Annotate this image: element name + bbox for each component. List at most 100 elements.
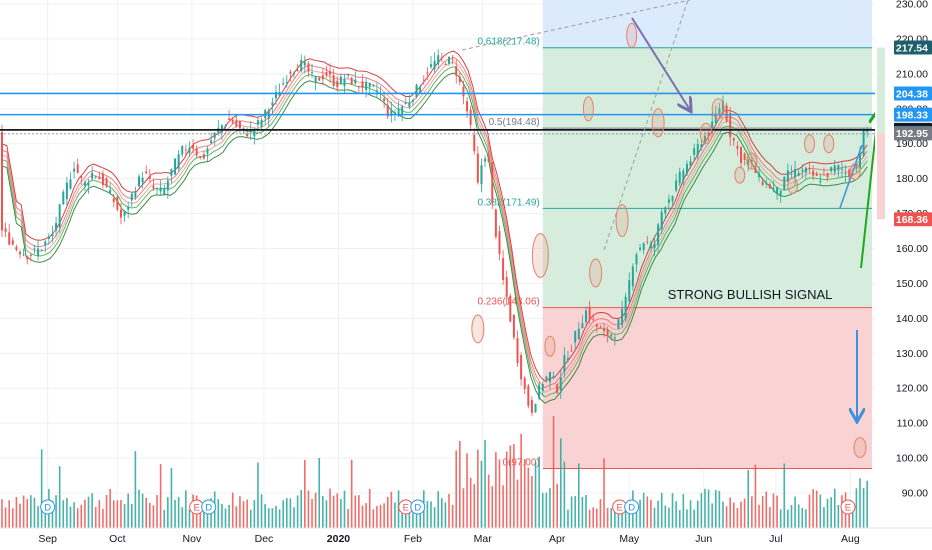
volume-bar bbox=[523, 459, 526, 528]
candle-body bbox=[804, 167, 807, 173]
candle-body bbox=[455, 66, 458, 76]
volume-bar bbox=[372, 509, 375, 528]
fib-level-label: 0.618(217.48) bbox=[477, 37, 539, 48]
dividend-marker bbox=[201, 499, 217, 515]
volume-bar bbox=[51, 500, 54, 528]
candle-body bbox=[357, 86, 360, 88]
candle-body bbox=[783, 176, 786, 191]
candle-body bbox=[682, 170, 685, 181]
candle-body bbox=[487, 157, 490, 163]
candle-body bbox=[361, 81, 364, 89]
price-label-box bbox=[894, 86, 932, 101]
volume-bar bbox=[94, 507, 97, 528]
volume-bar bbox=[206, 508, 209, 528]
volume-bar bbox=[231, 492, 234, 528]
volume-bar bbox=[592, 507, 595, 528]
volume-bar bbox=[790, 505, 793, 528]
event-marker-label: E bbox=[403, 503, 409, 514]
candle-body bbox=[494, 209, 497, 237]
candle-body bbox=[826, 173, 829, 178]
highlight-circle bbox=[471, 314, 485, 344]
candle-body bbox=[26, 256, 29, 260]
time-tick-label: Apr bbox=[549, 533, 566, 545]
candle-body bbox=[631, 266, 634, 287]
candle-body bbox=[397, 108, 400, 116]
volume-bar bbox=[480, 460, 483, 528]
volume-bar bbox=[156, 494, 158, 528]
price-label-box bbox=[894, 40, 932, 55]
volume-bar bbox=[765, 491, 768, 528]
candle-body bbox=[19, 251, 22, 255]
candle-body bbox=[293, 72, 296, 74]
highlight-circle bbox=[787, 177, 799, 195]
candle-body bbox=[797, 172, 800, 176]
time-axis[interactable]: Sep Oct Nov Dec 2020 Feb Mar Apr May Jun Jul Aug bbox=[0, 527, 932, 550]
candle-body bbox=[588, 306, 591, 320]
volume-bar bbox=[296, 495, 299, 528]
volume-bar bbox=[386, 496, 389, 528]
candle-body bbox=[628, 280, 631, 302]
volume-bar bbox=[177, 497, 180, 528]
volume-bar bbox=[253, 500, 256, 528]
volume-bar bbox=[668, 507, 670, 528]
volume-bar bbox=[267, 508, 270, 528]
candle-body bbox=[599, 327, 602, 329]
volume-bar bbox=[740, 501, 742, 528]
candle-body bbox=[116, 196, 119, 210]
price-tick-label: 90.00 bbox=[902, 488, 928, 500]
time-tick-label: Nov bbox=[183, 533, 202, 545]
candle-body bbox=[689, 161, 692, 166]
volume-bar bbox=[866, 480, 868, 528]
volume-bar bbox=[725, 506, 728, 528]
volume-bar bbox=[477, 449, 479, 528]
candle-body bbox=[642, 243, 645, 250]
price-label-text: 168.36 bbox=[896, 214, 928, 226]
event-marker-label: D bbox=[414, 503, 421, 514]
price-tick-label: 110.00 bbox=[897, 418, 928, 430]
volume-bar bbox=[567, 509, 569, 528]
candle-body bbox=[700, 144, 703, 148]
volume-bar bbox=[610, 508, 613, 528]
volume-bar bbox=[159, 464, 162, 528]
price-axis[interactable]: 90.00 100.00 110.00 120.00 130.00 140.00 150.0… bbox=[875, 0, 932, 528]
price-tick-label: 100.00 bbox=[896, 453, 928, 465]
candle-body bbox=[195, 148, 198, 156]
candle-body bbox=[55, 223, 58, 231]
volume-bar bbox=[635, 502, 638, 528]
candle-body bbox=[415, 84, 418, 98]
volume-bar bbox=[22, 495, 25, 528]
highlight-circle bbox=[853, 437, 867, 459]
highlight-circle bbox=[615, 204, 629, 238]
candle-body bbox=[249, 129, 252, 133]
candle-body bbox=[657, 224, 660, 245]
candle-body bbox=[271, 102, 274, 106]
volume-bar bbox=[130, 504, 133, 528]
candle-body bbox=[339, 76, 342, 84]
candle-body bbox=[545, 376, 548, 380]
volume-bar bbox=[718, 490, 721, 528]
candle-body bbox=[166, 180, 169, 191]
annotation-text: STRONG BULLISH SIGNAL bbox=[668, 287, 833, 302]
candle-body bbox=[469, 109, 472, 125]
candle-body bbox=[541, 383, 544, 391]
candle-body bbox=[768, 184, 771, 189]
candle-body bbox=[69, 179, 72, 189]
candle-body bbox=[732, 138, 735, 141]
volume-bar bbox=[408, 501, 411, 528]
candle-body bbox=[516, 338, 519, 364]
highlight-circle bbox=[734, 166, 746, 184]
volume-bar bbox=[84, 499, 86, 528]
candle-body bbox=[390, 109, 393, 116]
candle-body bbox=[256, 120, 259, 125]
candle-body bbox=[285, 81, 288, 83]
position-zone-red-axis bbox=[877, 133, 885, 220]
candle-body bbox=[429, 64, 432, 67]
candle-body bbox=[156, 188, 159, 190]
candle-body bbox=[15, 246, 18, 250]
candle-body bbox=[606, 329, 609, 337]
volume-bar bbox=[833, 488, 836, 528]
candle-body bbox=[332, 75, 335, 87]
candle-body bbox=[58, 204, 61, 228]
